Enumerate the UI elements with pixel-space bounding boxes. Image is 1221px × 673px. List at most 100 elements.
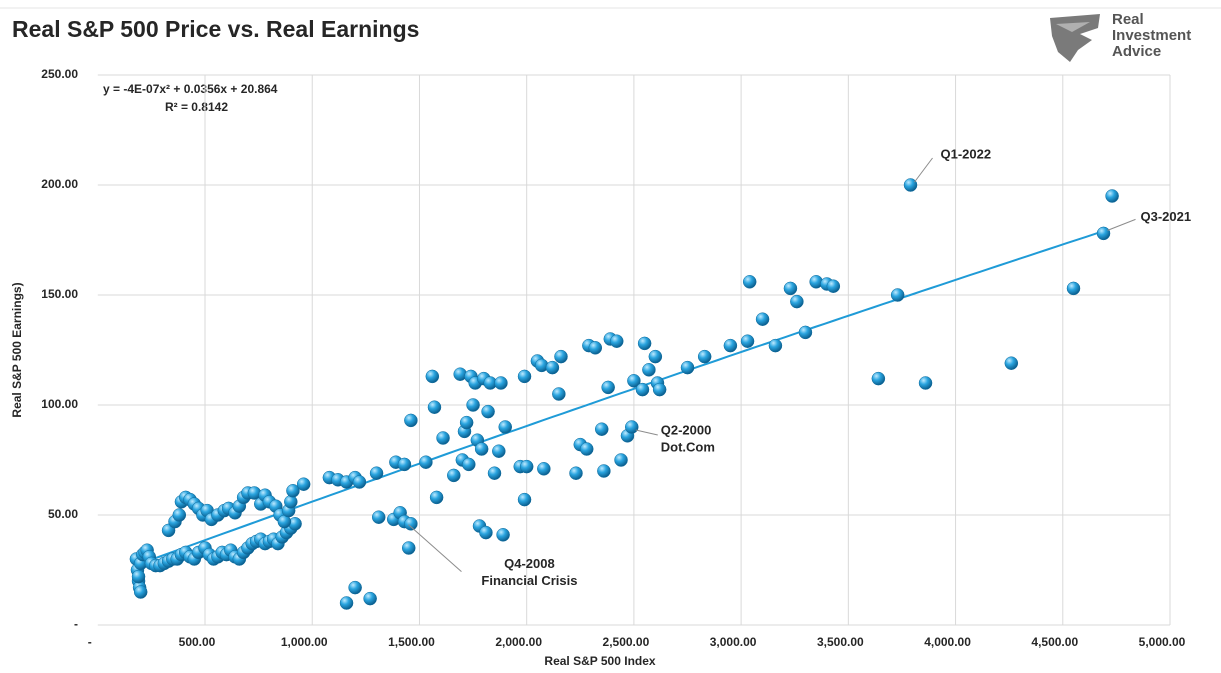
point <box>481 404 495 419</box>
point <box>172 508 187 522</box>
point <box>740 334 755 348</box>
annotation-label: Q4-2008 <box>504 556 555 571</box>
point <box>601 380 615 395</box>
point <box>637 336 652 351</box>
point <box>517 369 532 384</box>
point <box>1004 356 1019 370</box>
point <box>783 281 798 296</box>
y-tick-label: 100.00 <box>41 397 78 411</box>
chart-title: Real S&P 500 Price vs. Real Earnings <box>12 16 419 42</box>
point <box>419 455 433 469</box>
point <box>519 459 534 474</box>
y-axis-label: Real S&P 500 Earnings) <box>10 282 24 417</box>
point <box>517 492 532 507</box>
point <box>625 420 639 434</box>
point <box>554 349 568 364</box>
x-tick-label: 500.00 <box>179 635 216 649</box>
point <box>597 464 611 478</box>
trend-equation: y = -4E-07x² + 0.0356x + 20.864 <box>103 82 278 96</box>
point <box>429 490 444 505</box>
annotation-label: Q1-2022 <box>941 146 992 161</box>
point <box>537 462 551 476</box>
y-tick-label: 50.00 <box>48 507 78 521</box>
point <box>474 442 489 456</box>
y-tick-label: 150.00 <box>41 287 78 301</box>
point <box>552 387 566 401</box>
x-tick-label: - <box>88 635 92 649</box>
y-tick-label: 250.00 <box>41 67 78 81</box>
point <box>397 457 412 472</box>
point <box>427 400 442 414</box>
point <box>371 510 386 524</box>
point <box>447 468 461 483</box>
point <box>498 420 512 434</box>
point <box>768 338 783 353</box>
point <box>871 371 886 386</box>
point <box>401 541 416 555</box>
x-tick-label: 1,500.00 <box>388 635 435 649</box>
point <box>627 374 641 388</box>
point <box>697 349 712 364</box>
point <box>790 294 804 309</box>
x-tick-label: 2,500.00 <box>603 635 650 649</box>
logo-text: Advice <box>1112 43 1161 60</box>
x-tick-label: 1,000.00 <box>281 635 328 649</box>
point <box>652 382 667 397</box>
x-tick-label: 4,000.00 <box>924 635 971 649</box>
trendline <box>136 229 1107 566</box>
logo-text: Investment <box>1112 27 1191 44</box>
annotation-leader <box>408 524 462 572</box>
point <box>588 341 603 355</box>
point <box>466 398 480 412</box>
point <box>496 528 510 542</box>
point <box>425 369 440 384</box>
point <box>339 596 354 610</box>
annotation-label: Financial Crisis <box>481 573 577 588</box>
point <box>614 453 628 467</box>
point <box>369 466 384 480</box>
point <box>352 475 367 489</box>
point <box>479 525 493 540</box>
point <box>545 360 560 375</box>
logo-icon <box>1050 14 1100 62</box>
point <box>492 444 506 458</box>
trend-r-squared: R² = 0.8142 <box>165 100 228 114</box>
x-tick-label: 5,000.00 <box>1139 635 1186 649</box>
point <box>1066 281 1081 296</box>
point <box>462 457 476 472</box>
y-tick-label: 200.00 <box>41 177 78 191</box>
point <box>348 580 362 595</box>
annotation-leader <box>635 429 658 436</box>
point <box>579 442 594 456</box>
logo: Real Investment Advice <box>1050 11 1191 62</box>
point <box>890 288 905 302</box>
point <box>363 591 377 606</box>
point <box>798 325 813 340</box>
point <box>296 477 311 491</box>
x-tick-label: 2,000.00 <box>495 635 542 649</box>
point <box>284 495 298 509</box>
x-axis-label: Real S&P 500 Index <box>544 654 655 668</box>
point <box>487 466 502 480</box>
annotation-label: Dot.Com <box>661 439 715 454</box>
point <box>635 382 650 397</box>
x-tick-label: 4,500.00 <box>1031 635 1078 649</box>
logo-icon-detail <box>1056 22 1090 32</box>
point <box>918 376 933 390</box>
point <box>1105 189 1119 203</box>
annotation-label: Q2-2000 <box>661 422 712 437</box>
point <box>133 585 148 599</box>
point <box>609 334 624 348</box>
point <box>755 312 770 326</box>
point <box>742 275 757 289</box>
logo-text: Real <box>1112 11 1144 28</box>
point <box>404 517 418 531</box>
point <box>459 415 474 430</box>
point <box>642 363 656 377</box>
point <box>594 422 609 436</box>
x-tick-label: 3,500.00 <box>817 635 864 649</box>
points <box>129 178 1119 610</box>
point <box>1096 226 1111 241</box>
x-tick-label: 3,000.00 <box>710 635 757 649</box>
